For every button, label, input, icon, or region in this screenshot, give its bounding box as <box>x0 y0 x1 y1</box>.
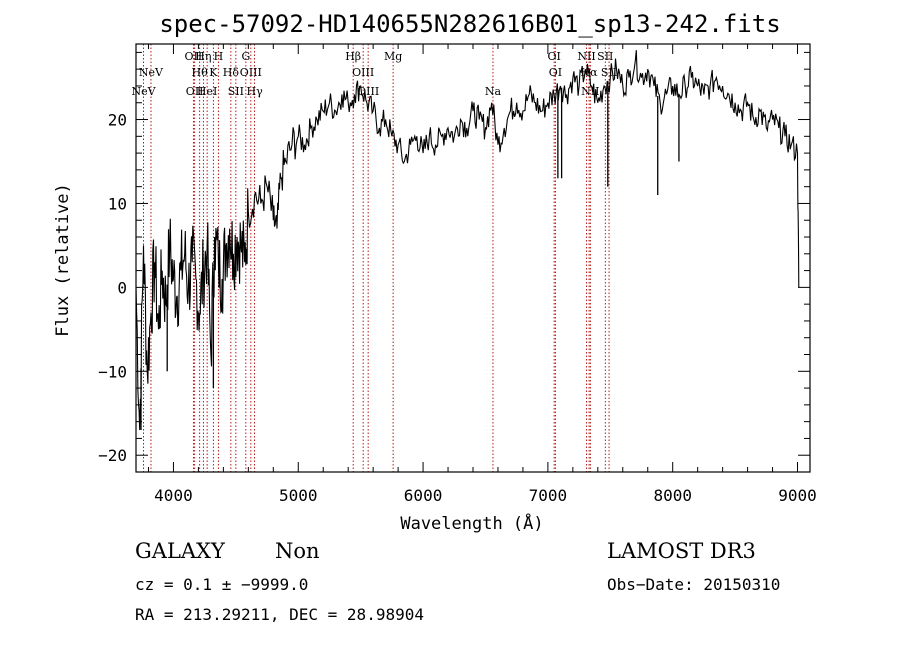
coordinates: RA = 213.29211, DEC = 28.98904 <box>135 605 424 624</box>
emission-line-label: K <box>209 66 218 79</box>
emission-line-label: OII <box>186 85 204 98</box>
emission-line-label: G <box>241 50 250 63</box>
observation-date: Obs−Date: 20150310 <box>607 575 780 594</box>
emission-line-labels: NeV NeV OII OII Hθ Hη HeI KH Hδ SII G OIII Hγ Hβ OIII O… <box>131 50 617 98</box>
emission-line-label: NeV <box>131 85 156 98</box>
emission-line-label: OIII <box>357 85 379 98</box>
x-tick-label: 5000 <box>279 486 318 505</box>
object-subclass: Non <box>275 539 320 563</box>
emission-line-label: NeV <box>139 66 164 79</box>
y-tick-label: 0 <box>117 278 127 297</box>
x-tick-label: 7000 <box>529 486 568 505</box>
x-tick-label: 9000 <box>778 486 817 505</box>
x-tick-label: 6000 <box>404 486 443 505</box>
emission-line-label: OIII <box>240 66 262 79</box>
spectrum-spikes <box>140 80 680 431</box>
y-tick-label: 10 <box>108 194 127 213</box>
y-tick-labels: −20 −10 0 10 20 <box>98 111 127 466</box>
emission-line-label: Hγ <box>246 85 263 98</box>
redshift-cz: cz = 0.1 ± −9999.0 <box>135 575 308 594</box>
x-tick-label: 4000 <box>154 486 193 505</box>
emission-line-label: OI <box>547 50 560 63</box>
chart-title: spec-57092-HD140655N282616B01_sp13-242.f… <box>159 10 780 38</box>
emission-line-label: Mg <box>384 50 402 63</box>
emission-line-label: Hθ <box>192 66 209 79</box>
x-axis-label: Wavelength (Å) <box>400 512 543 534</box>
emission-line-label: NII <box>577 50 595 63</box>
emission-line-label: SII <box>597 50 613 63</box>
emission-line-label: OI <box>549 66 562 79</box>
emission-line-label: SII <box>228 85 244 98</box>
emission-line-label: OII <box>185 50 203 63</box>
survey-name: LAMOST DR3 <box>607 539 756 563</box>
y-tick-label: 20 <box>108 111 127 130</box>
emission-line-label: OIII <box>352 66 374 79</box>
x-tick-labels: 4000 5000 6000 7000 8000 9000 <box>154 486 817 505</box>
emission-line-label: Hη <box>195 50 211 63</box>
x-tick-label: 8000 <box>653 486 692 505</box>
object-class: GALAXY <box>135 539 226 563</box>
emission-line-label: H <box>214 50 224 63</box>
y-axis-label: Flux (relative) <box>53 183 73 337</box>
y-tick-label: −10 <box>98 362 127 381</box>
emission-line-label: HeI <box>197 85 217 98</box>
emission-line-markers <box>143 44 610 472</box>
axis-ticks <box>136 44 810 473</box>
emission-line-label: Na <box>485 85 502 98</box>
emission-line-label: Hδ <box>223 66 240 79</box>
y-tick-label: −20 <box>98 446 127 465</box>
emission-line-label: Hβ <box>345 50 361 63</box>
